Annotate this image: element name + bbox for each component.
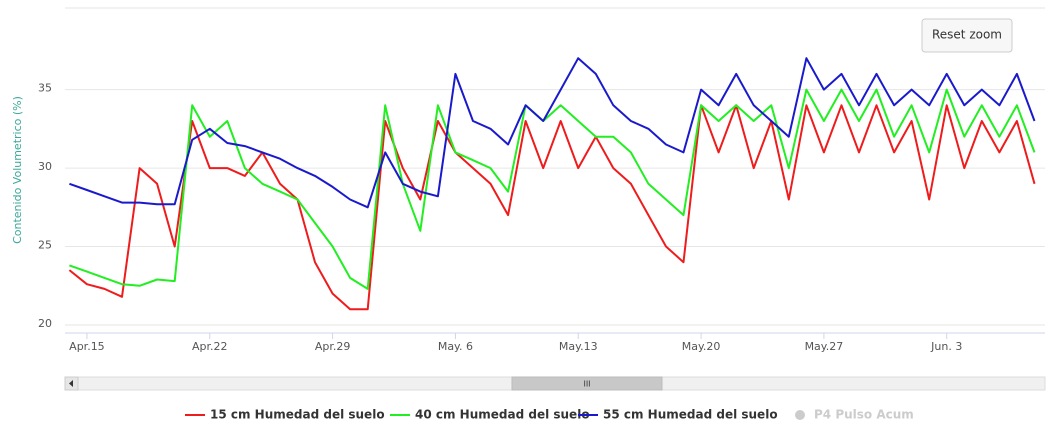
series-line [68, 104, 1036, 311]
scrollbar-grip: III [583, 380, 590, 389]
x-tick-label: Jun. 3 [930, 340, 962, 353]
series-line [69, 88, 1036, 290]
x-tick-label: Apr.22 [192, 340, 228, 353]
legend-swatch [795, 410, 805, 420]
y-tick-label: 20 [38, 317, 52, 330]
x-tick-label: May.20 [682, 340, 721, 353]
x-tick-label: May.13 [559, 340, 598, 353]
series-line [69, 57, 1036, 209]
y-axis-label: Contenido Volumetrico (%) [11, 96, 24, 244]
x-tick-label: Apr.29 [315, 340, 351, 353]
legend: 15 cm Humedad del suelo 40 cm Humedad del… [185, 408, 914, 422]
arrow-icon [69, 380, 73, 387]
reset-zoom-button[interactable]: Reset zoom [921, 18, 1013, 53]
x-tick-label: May. 6 [438, 340, 473, 353]
button-label[interactable]: Reset zoom [932, 28, 1002, 42]
y-tick-label: 30 [38, 160, 52, 173]
legend-label[interactable]: 55 cm Humedad del suelo [603, 408, 778, 422]
legend-label[interactable]: 15 cm Humedad del suelo [210, 408, 385, 422]
x-tick-label: Apr.15 [69, 340, 105, 353]
button-box[interactable] [921, 18, 1013, 53]
x-tick-label: May.27 [805, 340, 844, 353]
plot: 20 25 30 35 Apr.15 Apr.22 Apr.29 May. 6 May.13 Ma… [38, 7, 1045, 422]
scrollbar[interactable]: III [64, 376, 1046, 391]
y-tick-label: 35 [38, 82, 52, 95]
legend-label[interactable]: 40 cm Humedad del suelo [415, 408, 590, 422]
legend-label: P4 Pulso Acum [814, 408, 914, 422]
scrollbar-thumb[interactable] [511, 376, 663, 391]
y-tick-label: 25 [38, 239, 52, 252]
